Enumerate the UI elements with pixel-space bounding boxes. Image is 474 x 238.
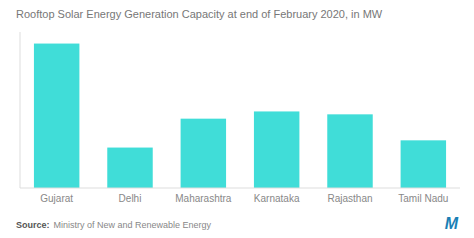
bar [254,111,299,188]
x-axis-line [20,188,460,189]
source-text: Ministry of New and Renewable Energy [54,220,212,230]
bars [34,44,446,188]
x-tick-label: Maharashtra [175,193,232,204]
source-label: Source: [16,220,50,230]
bar [327,114,372,188]
title: Rooftop Solar Energy Generation Capacity… [16,8,383,20]
bar [34,44,79,188]
bar [401,140,446,188]
x-tick-label: Delhi [119,193,142,204]
x-tick-label: Rajasthan [327,193,372,204]
x-tick-label: Karnataka [254,193,300,204]
bar [107,148,152,188]
chart: Rooftop Solar Energy Generation Capacity… [0,0,474,238]
x-tick-label: Gujarat [40,193,73,204]
y-axis-line [20,32,21,188]
x-tick-label: Tamil Nadu [398,193,448,204]
bar [181,119,226,188]
background [0,0,474,238]
logo: M [445,215,459,232]
source: Source: Ministry of New and Renewable Ene… [16,220,212,230]
chart-container: Rooftop Solar Energy Generation Capacity… [0,0,474,238]
